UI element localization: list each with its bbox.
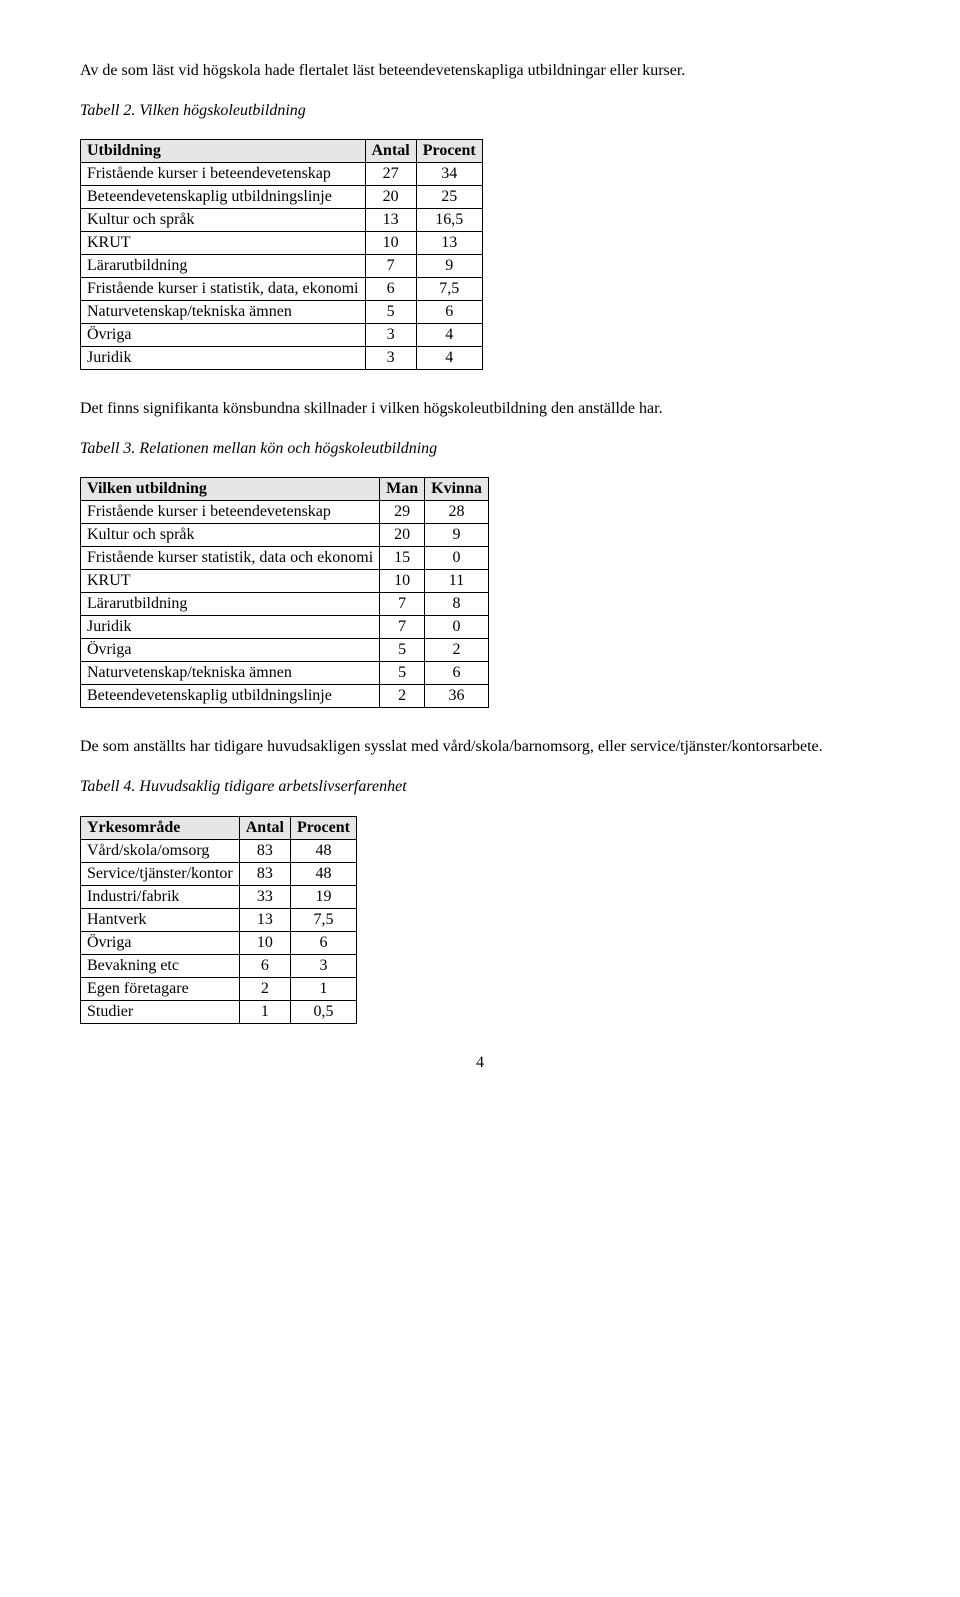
table-cell: Bevakning etc	[81, 954, 240, 977]
table-cell: 0	[425, 547, 489, 570]
table-cell: 20	[365, 186, 416, 209]
table-cell: Studier	[81, 1000, 240, 1023]
table-cell: 16,5	[416, 209, 482, 232]
table-cell: Kultur och språk	[81, 524, 380, 547]
table-cell: Beteendevetenskaplig utbildningslinje	[81, 186, 366, 209]
table3-h1: Antal	[239, 816, 290, 839]
table-cell: 3	[290, 954, 356, 977]
table-cell: 83	[239, 862, 290, 885]
table-cell: 6	[416, 301, 482, 324]
table-cell: 6	[365, 278, 416, 301]
table-cell: Vård/skola/omsorg	[81, 839, 240, 862]
table-cell: 19	[290, 885, 356, 908]
paragraph-1: Av de som läst vid högskola hade flertal…	[80, 60, 880, 82]
table-cell: Lärarutbildning	[81, 255, 366, 278]
table-cell: 9	[425, 524, 489, 547]
table-cell: 48	[290, 839, 356, 862]
table-cell: 4	[416, 324, 482, 347]
table-cell: 15	[380, 547, 425, 570]
table-cell: 33	[239, 885, 290, 908]
table1: Utbildning Antal Procent Fristående kurs…	[80, 139, 483, 370]
table-cell: Naturvetenskap/tekniska ämnen	[81, 662, 380, 685]
table-cell: Kultur och språk	[81, 209, 366, 232]
table-cell: Fristående kurser i beteendevetenskap	[81, 501, 380, 524]
table-cell: Övriga	[81, 639, 380, 662]
table-cell: Fristående kurser i beteendevetenskap	[81, 163, 366, 186]
table-cell: 6	[239, 954, 290, 977]
table-cell: Fristående kurser statistik, data och ek…	[81, 547, 380, 570]
table-cell: Fristående kurser i statistik, data, eko…	[81, 278, 366, 301]
table-cell: Övriga	[81, 931, 240, 954]
table2-h2: Kvinna	[425, 478, 489, 501]
table-cell: Beteendevetenskaplig utbildningslinje	[81, 685, 380, 708]
table-cell: 27	[365, 163, 416, 186]
table-cell: 2	[425, 639, 489, 662]
table2: Vilken utbildning Man Kvinna Fristående …	[80, 477, 489, 708]
table-cell: 3	[365, 324, 416, 347]
table-cell: Service/tjänster/kontor	[81, 862, 240, 885]
table-cell: Lärarutbildning	[81, 593, 380, 616]
table-cell: 1	[290, 977, 356, 1000]
table-cell: 29	[380, 501, 425, 524]
table-cell: 11	[425, 570, 489, 593]
table1-h0: Utbildning	[81, 140, 366, 163]
table-cell: 8	[425, 593, 489, 616]
table-cell: 7,5	[290, 908, 356, 931]
table-cell: 7	[380, 593, 425, 616]
table-cell: 9	[416, 255, 482, 278]
paragraph-3: De som anställts har tidigare huvudsakli…	[80, 736, 880, 758]
table-cell: KRUT	[81, 570, 380, 593]
table-cell: 13	[365, 209, 416, 232]
table-cell: 6	[425, 662, 489, 685]
table-cell: Egen företagare	[81, 977, 240, 1000]
table-cell: 7	[365, 255, 416, 278]
table-cell: 48	[290, 862, 356, 885]
table-cell: 7,5	[416, 278, 482, 301]
table3-caption: Tabell 4. Huvudsaklig tidigare arbetsliv…	[80, 776, 880, 798]
table-cell: 25	[416, 186, 482, 209]
table-cell: 5	[380, 639, 425, 662]
table-cell: 34	[416, 163, 482, 186]
table2-h1: Man	[380, 478, 425, 501]
table-cell: 20	[380, 524, 425, 547]
table-cell: 83	[239, 839, 290, 862]
table-cell: 4	[416, 347, 482, 370]
table-cell: 3	[365, 347, 416, 370]
table-cell: 1	[239, 1000, 290, 1023]
table-cell: 28	[425, 501, 489, 524]
table-cell: Juridik	[81, 347, 366, 370]
table-cell: 36	[425, 685, 489, 708]
table-cell: 2	[239, 977, 290, 1000]
table-cell: 13	[416, 232, 482, 255]
table-cell: KRUT	[81, 232, 366, 255]
table-cell: 6	[290, 931, 356, 954]
page-number: 4	[80, 1054, 880, 1072]
table-cell: 5	[380, 662, 425, 685]
table-cell: Naturvetenskap/tekniska ämnen	[81, 301, 366, 324]
table-cell: 13	[239, 908, 290, 931]
table3: Yrkesområde Antal Procent Vård/skola/oms…	[80, 816, 357, 1024]
table-cell: 10	[380, 570, 425, 593]
table-cell: 5	[365, 301, 416, 324]
table3-h2: Procent	[290, 816, 356, 839]
table2-h0: Vilken utbildning	[81, 478, 380, 501]
table-cell: 10	[239, 931, 290, 954]
table-cell: Hantverk	[81, 908, 240, 931]
table-cell: Industri/fabrik	[81, 885, 240, 908]
table-cell: Juridik	[81, 616, 380, 639]
table-cell: 0	[425, 616, 489, 639]
table3-h0: Yrkesområde	[81, 816, 240, 839]
table1-h2: Procent	[416, 140, 482, 163]
table1-caption: Tabell 2. Vilken högskoleutbildning	[80, 100, 880, 122]
table-cell: 2	[380, 685, 425, 708]
table-cell: 7	[380, 616, 425, 639]
table-cell: 0,5	[290, 1000, 356, 1023]
table-cell: 10	[365, 232, 416, 255]
table-cell: Övriga	[81, 324, 366, 347]
table2-caption: Tabell 3. Relationen mellan kön och högs…	[80, 438, 880, 460]
paragraph-2: Det finns signifikanta könsbundna skilln…	[80, 398, 880, 420]
table1-h1: Antal	[365, 140, 416, 163]
